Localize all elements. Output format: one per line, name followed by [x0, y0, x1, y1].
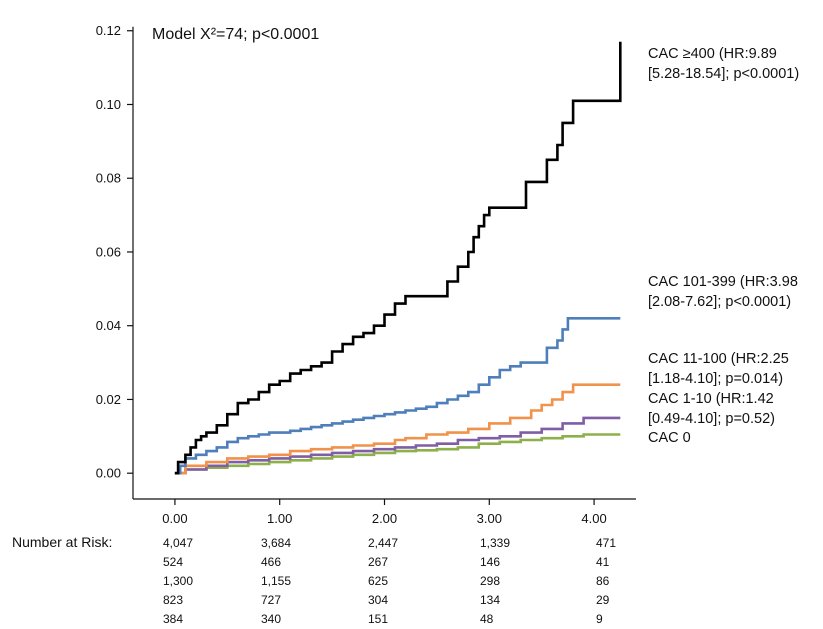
y-tick-label: 0.12	[96, 23, 121, 38]
series-label: [1.18-4.10]; p=0.014)	[648, 371, 783, 387]
y-tick-label: 0.08	[96, 171, 121, 186]
x-tick-label: 2.00	[372, 511, 397, 526]
series-label: [5.28-18.54]; p<0.0001)	[648, 66, 799, 82]
risk-table-cell: 466	[261, 555, 281, 569]
risk-table-cell: 524	[163, 555, 183, 569]
risk-table-cell: 41	[596, 555, 610, 569]
risk-table-cell: 1,155	[261, 574, 291, 588]
risk-table-cell: 134	[480, 593, 500, 607]
series-line	[174, 317, 621, 475]
risk-table-cell: 48	[480, 612, 494, 626]
risk-table: 4,047 3,684 2,447 1,339 471 524 466 267 146 41 1,3…	[163, 536, 616, 626]
y-tick-label: 0.06	[96, 244, 121, 259]
x-tick-label: 3.00	[477, 511, 502, 526]
series-line	[174, 416, 621, 475]
risk-table-cell: 340	[261, 612, 281, 626]
risk-table-cell: 86	[596, 574, 610, 588]
risk-table-cell: 151	[368, 612, 388, 626]
risk-table-cell: 9	[596, 612, 603, 626]
risk-table-cell: 1,300	[163, 574, 193, 588]
x-tick-label: 4.00	[581, 511, 606, 526]
risk-table-cell: 29	[596, 593, 610, 607]
risk-table-cell: 384	[163, 612, 183, 626]
risk-table-cell: 146	[480, 555, 500, 569]
risk-table-cell: 1,339	[480, 536, 510, 550]
series-label: [2.08-7.62]; p<0.0001)	[648, 294, 791, 310]
risk-table-cell: 471	[596, 536, 616, 550]
y-tick-label: 0.10	[96, 97, 121, 112]
risk-table-cell: 4,047	[163, 536, 193, 550]
series-line	[174, 433, 621, 475]
y-tick-label: 0.02	[96, 392, 121, 407]
risk-table-cell: 823	[163, 593, 183, 607]
x-tick-label: 1.00	[267, 511, 292, 526]
risk-table-cell: 304	[368, 593, 388, 607]
series-label: CAC 0	[648, 430, 691, 446]
y-tick-label: 0.04	[96, 318, 121, 333]
x-ticks: 0.00 1.00 2.00 3.00 4.00	[162, 499, 607, 526]
y-ticks: 0.00 0.02 0.04 0.06 0.08 0.10 0.12	[96, 23, 133, 481]
risk-table-cell: 625	[368, 574, 388, 588]
y-tick-label: 0.00	[96, 466, 121, 481]
series-label: CAC ≥400 (HR:9.89	[648, 46, 777, 62]
risk-table-title: Number at Risk:	[12, 534, 112, 550]
x-tick-label: 0.00	[162, 511, 187, 526]
risk-table-cell: 298	[480, 574, 500, 588]
risk-table-cell: 2,447	[368, 536, 398, 550]
series-labels: CAC 0 CAC 1-10 (HR:1.42 [0.49-4.10]; p=0.5…	[648, 46, 799, 446]
risk-table-cell: 267	[368, 555, 388, 569]
risk-table-cell: 3,684	[261, 536, 291, 550]
series-line	[174, 41, 622, 475]
series-label: CAC 11-100 (HR:2.25	[648, 351, 789, 367]
series-lines	[174, 41, 622, 475]
series-label: CAC 101-399 (HR:3.98	[648, 274, 798, 290]
series-line	[174, 383, 621, 475]
chart-title: Model X²=74; p<0.0001	[152, 26, 319, 43]
series-label: CAC 1-10 (HR:1.42	[648, 391, 774, 407]
risk-table-cell: 727	[261, 593, 281, 607]
series-label: [0.49-4.10]; p=0.52)	[648, 411, 775, 427]
